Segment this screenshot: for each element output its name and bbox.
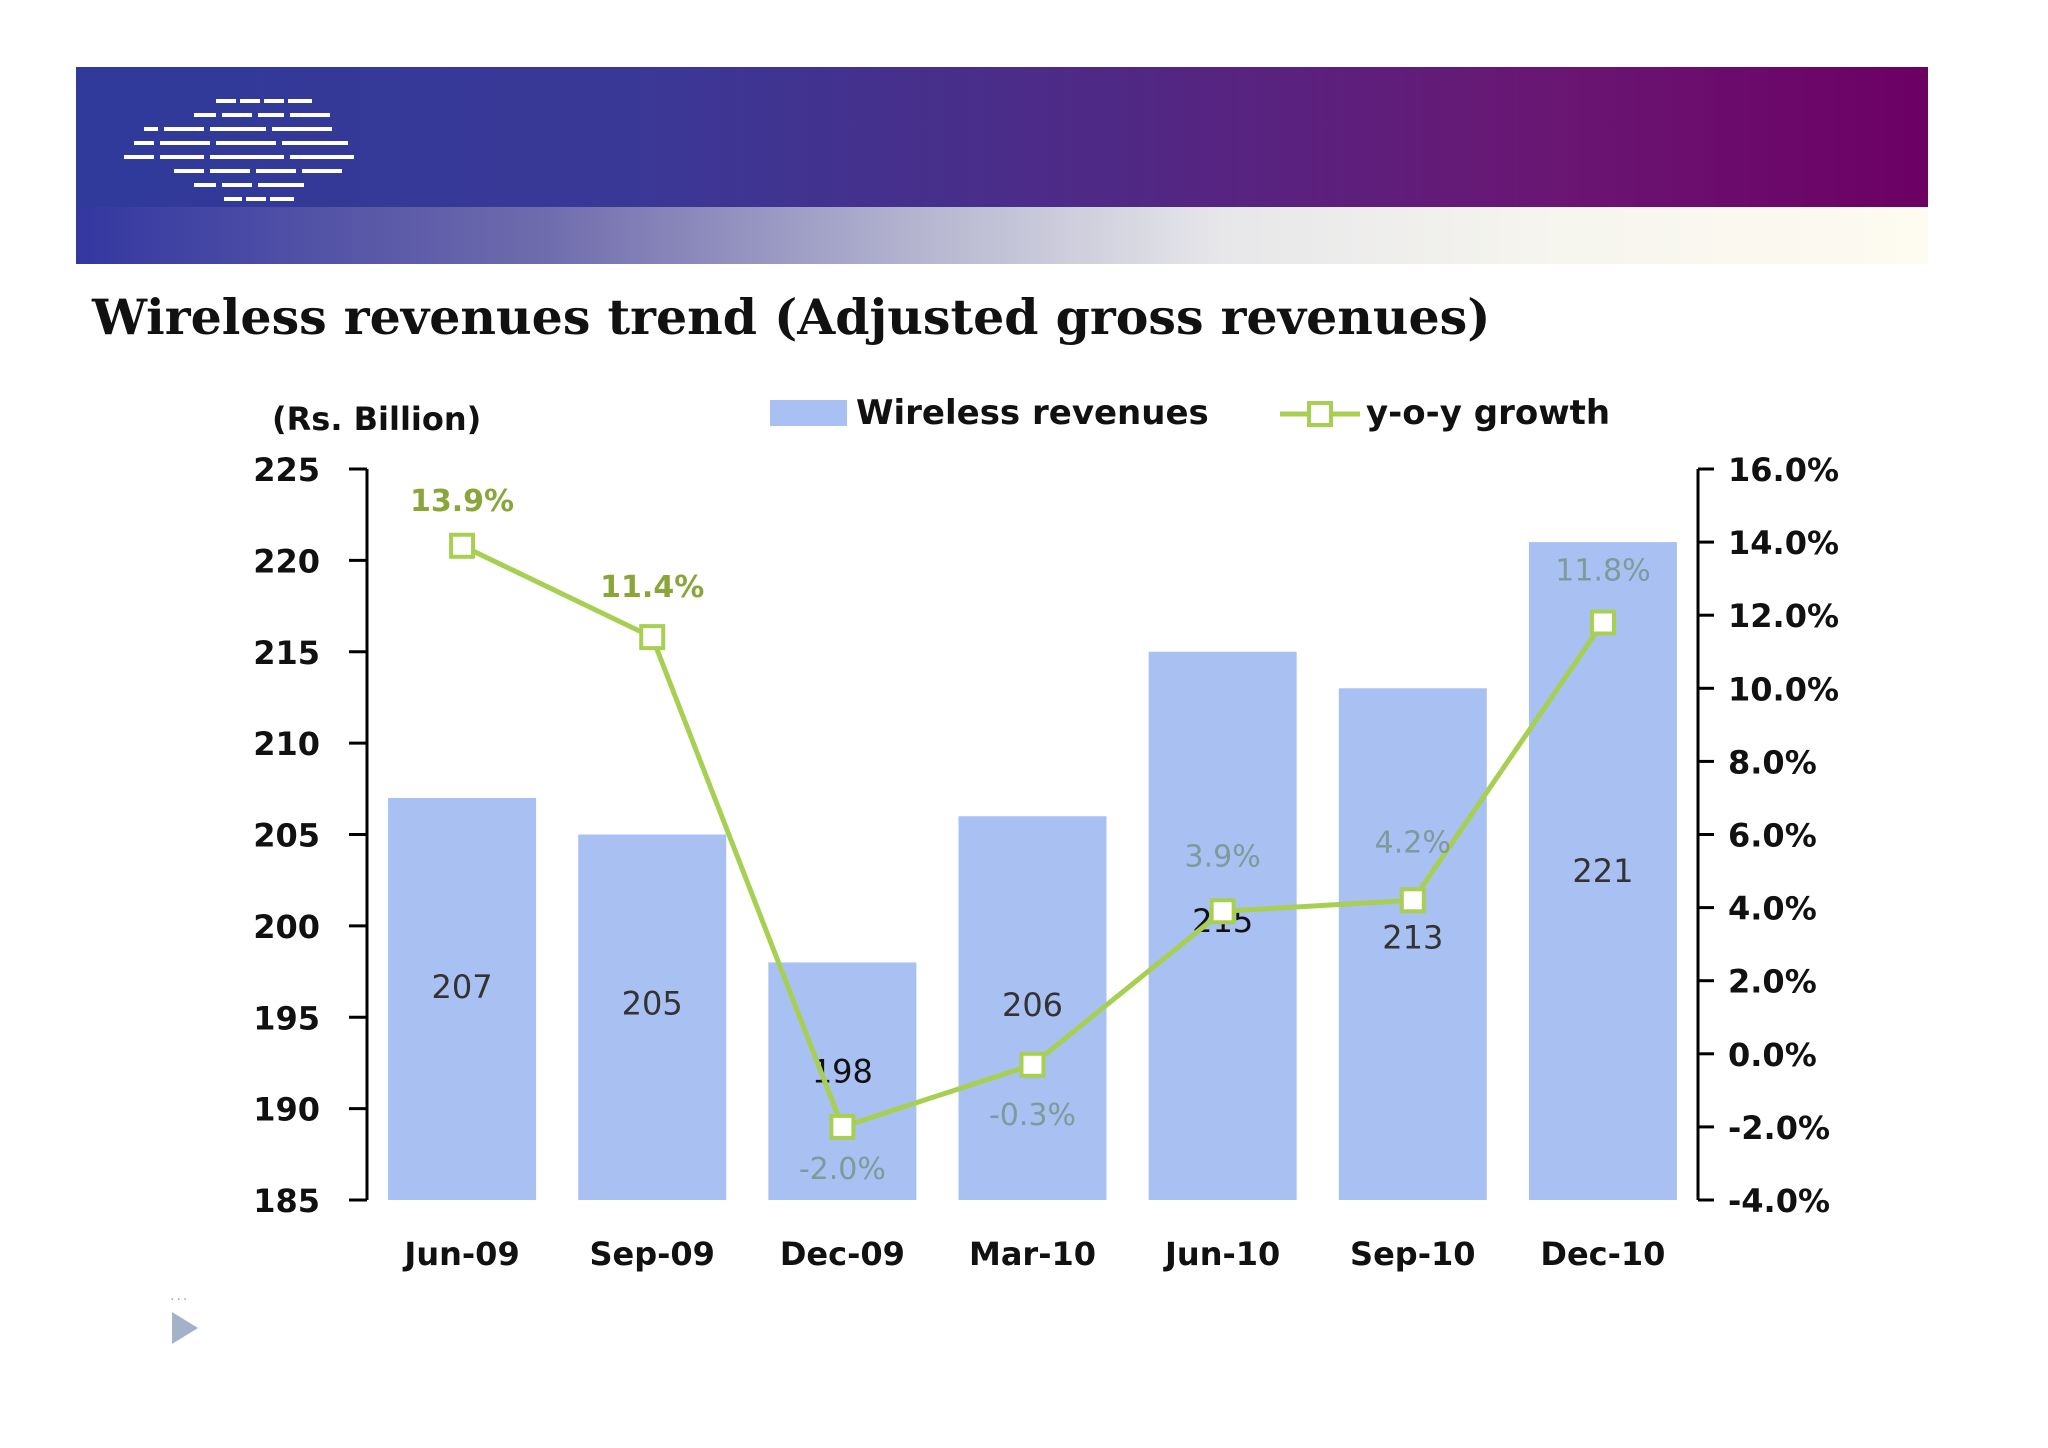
growth-point-Jun-10 (1209, 898, 1236, 925)
left-tick-label: 185 (253, 1182, 320, 1220)
growth-point-Jun-09 (449, 532, 476, 559)
bar-Jun-09 (388, 797, 537, 1200)
bar-value-label: 213 (1382, 918, 1443, 956)
growth-value-label: 13.9% (410, 484, 514, 519)
left-tick-label: 215 (253, 634, 320, 672)
right-tick-label: 12.0% (1728, 597, 1839, 635)
bar-Jun-10 (1148, 651, 1297, 1200)
bar-value-label: 221 (1572, 852, 1633, 890)
left-tick-label: 205 (253, 817, 320, 855)
growth-point-Dec-10 (1589, 609, 1616, 636)
right-tick-label: 8.0% (1728, 743, 1817, 781)
right-tick-label: 10.0% (1728, 670, 1839, 708)
growth-point-Sep-10 (1399, 887, 1426, 914)
banner-gradient-top (76, 67, 1928, 207)
left-tick-label: 220 (253, 542, 320, 580)
striped-company-logo-icon (124, 99, 354, 201)
right-tick-label: 14.0% (1728, 524, 1839, 562)
right-tick-label: -2.0% (1728, 1109, 1830, 1147)
legend-bar-label: Wireless revenues (856, 393, 1209, 433)
x-tick-label: Jun-10 (1163, 1235, 1280, 1273)
right-tick-label: 4.0% (1728, 890, 1817, 928)
growth-value-label: 11.4% (600, 570, 704, 605)
growth-value-label: 11.8% (1555, 554, 1650, 589)
bar-value-label: 207 (432, 968, 493, 1006)
x-tick-label: Sep-10 (1350, 1235, 1475, 1273)
separator-dots: ··· (170, 1292, 190, 1308)
x-tick-label: Dec-09 (780, 1235, 905, 1273)
bar-value-label: 205 (622, 985, 683, 1023)
growth-point-Sep-09 (639, 624, 666, 651)
bar-value-label: 206 (1002, 986, 1063, 1024)
left-tick-label: 210 (253, 725, 320, 763)
left-tick-label: 200 (253, 908, 320, 946)
growth-value-label: -2.0% (799, 1152, 886, 1187)
legend-line-marker (1307, 401, 1333, 427)
right-tick-label: 0.0% (1728, 1036, 1817, 1074)
growth-value-label: -0.3% (989, 1098, 1076, 1133)
right-tick-label: 2.0% (1728, 963, 1817, 1001)
header-banner (76, 67, 1928, 264)
growth-value-label: 3.9% (1185, 839, 1261, 874)
banner-gradient-bottom (76, 207, 1928, 264)
left-tick-label: 190 (253, 1091, 320, 1129)
right-tick-label: 16.0% (1728, 451, 1839, 489)
legend-line-label: y-o-y growth (1366, 393, 1610, 433)
x-tick-label: Mar-10 (969, 1235, 1096, 1273)
left-axis-unit-label: (Rs. Billion) (272, 400, 481, 438)
left-tick-label: 225 (253, 451, 320, 489)
bar-Mar-10 (958, 816, 1107, 1200)
triangle-bullet-icon (172, 1312, 198, 1344)
x-tick-label: Jun-09 (402, 1235, 519, 1273)
left-tick-label: 195 (253, 999, 320, 1037)
bar-Dec-10 (1528, 542, 1677, 1200)
slide-title: Wireless revenues trend (Adjusted gross … (92, 288, 1491, 346)
growth-point-Mar-10 (1019, 1051, 1046, 1078)
legend-bar-swatch (770, 400, 847, 426)
bar-Sep-09 (578, 834, 727, 1200)
right-tick-label: -4.0% (1728, 1182, 1830, 1220)
x-tick-label: Sep-09 (589, 1235, 714, 1273)
x-tick-label: Dec-10 (1540, 1235, 1665, 1273)
right-tick-label: 6.0% (1728, 817, 1817, 855)
growth-value-label: 4.2% (1375, 825, 1451, 860)
growth-point-Dec-09 (829, 1113, 856, 1140)
bar-Sep-10 (1338, 688, 1487, 1200)
